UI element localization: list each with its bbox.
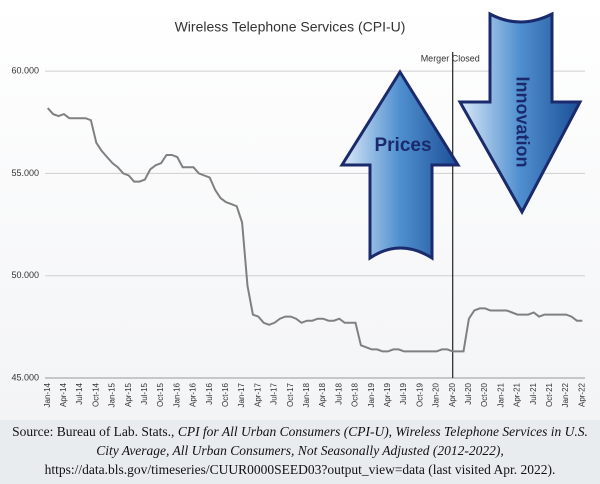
x-tick-label: Jan-16 — [172, 382, 181, 407]
data-line — [46, 107, 583, 353]
x-tick-label: Apr-15 — [124, 382, 133, 407]
source-note: Source: Bureau of Lab. Stats., CPI for A… — [8, 422, 592, 479]
chart: Wireless Telephone Services (CPI-U) 45.0… — [0, 0, 600, 420]
x-tick-label: Oct-17 — [286, 382, 295, 407]
down-arrow — [457, 11, 583, 216]
x-tick-label: Apr-14 — [59, 382, 68, 407]
x-tick-label: Oct-21 — [545, 382, 554, 407]
up-arrow — [339, 69, 461, 261]
x-tick-label: Oct-19 — [415, 382, 424, 407]
x-tick-label: Jul-21 — [529, 382, 538, 404]
x-tick-label: Jan-18 — [302, 382, 311, 407]
y-tick-label: 55.000 — [11, 168, 39, 178]
x-tick-label: Jul-19 — [399, 382, 408, 404]
x-tick-label: Jan-14 — [43, 382, 52, 407]
x-tick-label: Jan-19 — [367, 382, 376, 407]
y-tick-label: 60.000 — [11, 66, 39, 76]
x-tick-label: Jan-21 — [496, 382, 505, 407]
x-tick-label: Oct-16 — [221, 382, 230, 407]
x-tick-label: Oct-20 — [480, 382, 489, 407]
x-tick-label: Apr-21 — [513, 382, 522, 407]
x-tick-label: Jan-15 — [108, 382, 117, 407]
x-tick-label: Apr-16 — [189, 382, 198, 407]
x-tick-label: Apr-20 — [448, 382, 457, 407]
x-tick-label: Jul-14 — [75, 382, 84, 404]
source-url: https://data.bls.gov/timeseries/CUUR0000… — [44, 462, 556, 477]
x-tick-label: Jul-16 — [205, 382, 214, 404]
x-tick-label: Jul-17 — [270, 382, 279, 404]
y-tick-label: 45.000 — [11, 372, 39, 382]
x-tick-label: Jul-20 — [464, 382, 473, 404]
x-tick-label: Apr-17 — [253, 382, 262, 407]
x-tick-label: Jan-17 — [237, 382, 246, 407]
x-tick-label: Oct-14 — [91, 382, 100, 407]
x-tick-label: Jan-22 — [561, 382, 570, 407]
down-arrow-label: Innovation — [512, 77, 532, 168]
x-tick-label: Jul-18 — [334, 382, 343, 404]
x-tick-label: Oct-18 — [351, 382, 360, 407]
y-tick-label: 50.000 — [11, 270, 39, 280]
x-tick-label: Oct-15 — [156, 382, 165, 407]
merger-label: Merger Closed — [421, 53, 480, 63]
x-tick-label: Apr-22 — [577, 382, 586, 407]
x-tick-label: Apr-19 — [383, 382, 392, 407]
x-tick-label: Jan-20 — [432, 382, 441, 407]
source-title: CPI for All Urban Consumers (CPI-U), Wir… — [96, 424, 588, 458]
source-prefix: Source: Bureau of Lab. Stats., — [12, 424, 175, 439]
x-tick-label: Jul-15 — [140, 382, 149, 404]
chart-title: Wireless Telephone Services (CPI-U) — [175, 19, 406, 35]
up-arrow-label: Prices — [374, 135, 431, 156]
x-tick-label: Apr-18 — [318, 382, 327, 407]
